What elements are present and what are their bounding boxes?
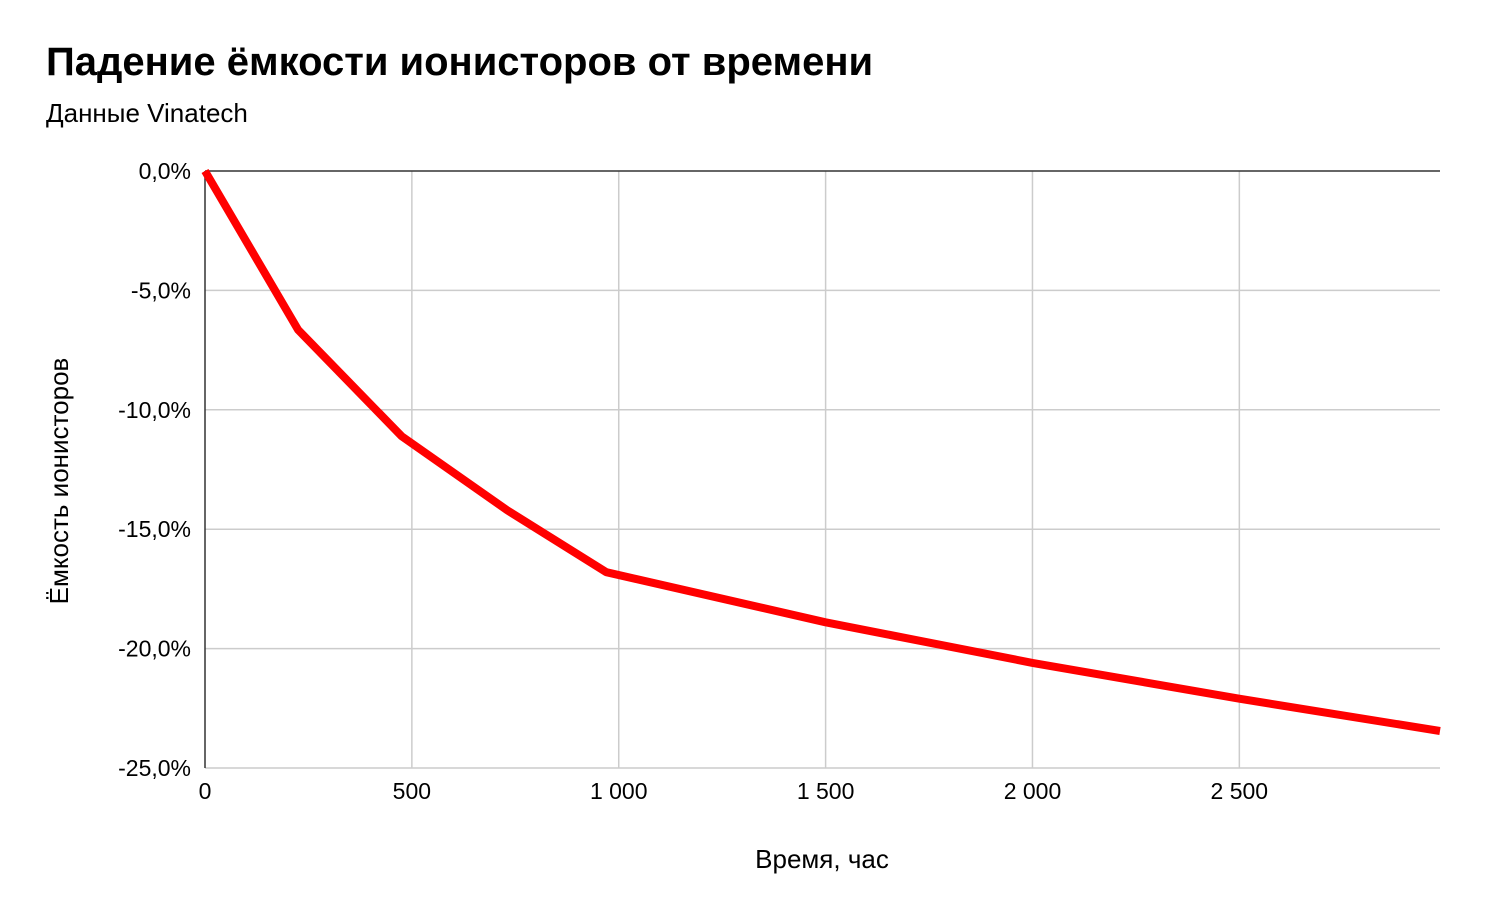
axes-layer — [204, 170, 1440, 768]
y-tick-label: 0,0% — [139, 158, 191, 184]
x-tick-label: 1 000 — [590, 778, 648, 804]
series-layer — [201, 168, 1441, 735]
grid-layer — [205, 171, 1440, 769]
x-tick-labels: 0 500 1 000 1 500 2 000 2 500 — [199, 778, 1269, 804]
y-tick-label: -15,0% — [118, 516, 191, 542]
chart-title: Падение ёмкости ионисторов от времени — [46, 40, 874, 84]
y-tick-label: -10,0% — [118, 397, 191, 423]
x-axis-title: Время, час — [755, 844, 889, 874]
x-tick-label: 2 500 — [1211, 778, 1269, 804]
x-tick-label: 1 500 — [797, 778, 855, 804]
series-line — [201, 168, 1441, 735]
x-tick-label: 0 — [199, 778, 212, 804]
y-tick-label: -5,0% — [131, 277, 191, 303]
y-tick-labels: 0,0% -5,0% -10,0% -15,0% -20,0% -25,0% — [118, 158, 191, 781]
x-tick-label: 500 — [393, 778, 431, 804]
chart-subtitle: Данные Vinatech — [46, 98, 248, 128]
y-tick-label: -25,0% — [118, 755, 191, 781]
y-tick-label: -20,0% — [118, 636, 191, 662]
y-axis-title: Ёмкость ионисторов — [44, 358, 74, 605]
x-tick-label: 2 000 — [1004, 778, 1062, 804]
